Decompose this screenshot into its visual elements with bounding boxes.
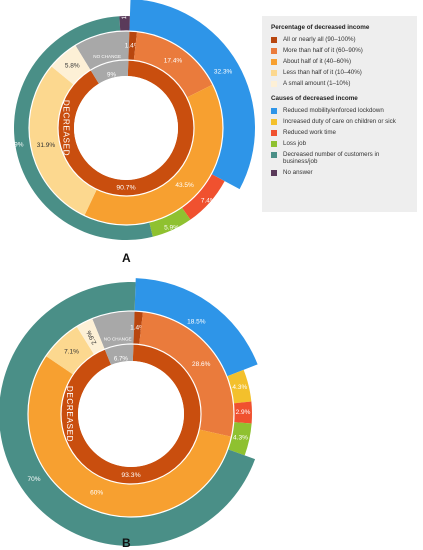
outer-ring-label: 5.9% [164,225,179,232]
legend-cause-swatch [271,151,277,158]
legend-cause-swatch [271,129,277,136]
middle-ring-label: 17.4% [164,57,183,64]
outer-ring-slice [149,207,191,237]
ring-separator [27,310,235,518]
legend-income-label: A small amount (1–10%) [283,80,351,87]
legend-cause-label: Decreased number of customers in busines… [283,151,380,166]
middle-ring-label: 1.4% [130,325,145,332]
middle-ring-slice [133,31,213,98]
legend-income-swatch [271,80,277,87]
legend: Percentage of decreased income All or ne… [262,16,417,212]
legend-cause-item: Reduced mobility/enforced lockdown [271,107,410,114]
legend-income-item: About half of it (40–60%) [271,58,410,65]
inner-ring-slice [104,343,134,365]
legend-income-list: All or nearly all (90–100%) More than hal… [271,36,410,87]
legend-income-label: About half of it (40–60%) [283,58,352,65]
legend-cause-item: Loss job [271,140,410,147]
chart-b: 1.4%28.6%60%7.1%2.9%18.5%4.3%2.9%4.3%70%… [0,278,258,546]
ring-separator [60,343,202,485]
legend-cause-title: Causes of decreased income [271,95,358,102]
legend-cause-label: Reduced work time [283,129,336,136]
legend-income-swatch [271,36,277,43]
center-hole [74,76,178,180]
middle-ring-slice [139,311,234,437]
legend-income-item: All or nearly all (90–100%) [271,36,410,43]
middle-ring-slice [84,84,223,226]
ring-separator [28,30,224,226]
middle-ring-label: 5.8% [65,63,80,70]
outer-ring-label: 32.3% [214,69,233,76]
legend-cause-swatch [271,169,277,176]
middle-ring-label: 7.1% [64,348,79,355]
outer-ring-slice [227,422,252,456]
no-change-slice [92,311,135,350]
middle-ring-slice [45,326,95,375]
legend-income-swatch [271,47,277,54]
legend-cause-item: Increased duty of care on children or si… [271,118,410,125]
outer-ring-label: 4.3% [233,434,248,441]
outer-ring-label: 70% [27,476,40,483]
decreased-value: 93.3% [121,472,140,479]
legend-income-item: More than half of it (60–90%) [271,47,410,54]
chart-a: 1.4% 17.4% 43.5% 31.9% 5.8% 32.3% 7.4% 5.9% 52.9… [5,0,255,240]
middle-ring-slice [133,311,144,345]
decreased-value: 90.7% [116,185,135,192]
legend-income-label: All or nearly all (90–100%) [283,36,356,43]
outer-ring-label: 1.5% [121,4,128,19]
outer-ring-label: 18.5% [187,318,206,325]
legend-income-label: More than half of it (60–90%) [283,47,363,54]
middle-ring-slice [27,355,232,517]
legend-cause-item: Decreased number of customers in busines… [271,151,410,166]
outer-ring-slice [134,278,258,377]
legend-income-label: Less than half of it (10–40%) [283,69,362,76]
decreased-label: DECREASED [62,100,71,156]
middle-ring-label: 28.6% [192,361,211,368]
legend-income-swatch [271,69,277,76]
middle-ring-slice [76,318,105,355]
legend-cause-label: No answer [283,169,313,177]
legend-cause-swatch [271,140,277,147]
legend-cause-list: Reduced mobility/enforced lockdown Increa… [271,107,410,177]
outer-ring-label: 2.9% [236,409,251,416]
outer-ring-slice [233,401,252,424]
outer-ring-slice [181,173,225,220]
outer-ring-label: 7.4% [201,198,216,205]
legend-cause-label: Reduced mobility/enforced lockdown [283,107,384,114]
no-change-value: 9% [107,71,116,78]
legend-cause-item: No answer [271,169,410,176]
legend-cause-swatch [271,107,277,114]
legend-cause-item: Reduced work time [271,129,410,136]
middle-ring-label: 31.9% [37,142,56,149]
legend-income-swatch [271,58,277,65]
outer-ring-slice [226,369,252,404]
panel-label-b: B [122,536,131,550]
center-hole [78,361,184,467]
legend-income-item: Less than half of it (10–40%) [271,69,410,76]
middle-ring-label: 60% [90,489,103,496]
legend-income-item: A small amount (1–10%) [271,80,410,87]
legend-income-title: Percentage of decreased income [271,24,370,31]
ring-separator [57,59,195,197]
panel-label-a: A [122,251,131,265]
middle-ring-label: 43.5% [175,182,194,189]
outer-ring-slice [119,16,130,32]
middle-ring-label: 1.4% [125,43,140,50]
middle-ring-slice [128,31,138,61]
legend-cause-label: Loss job [283,140,307,147]
no-change-label: NO CHANGE [104,337,132,342]
middle-ring-slice [51,45,91,85]
no-change-label: NO CHANGE [93,54,121,59]
inner-ring-slice [90,60,129,84]
no-change-value: 6.7% [114,355,129,362]
decreased-label: DECREASED [65,386,74,442]
outer-ring-label: 52.9% [5,141,24,148]
legend-cause-label: Increased duty of care on children or si… [283,118,396,125]
outer-ring-slice [129,0,255,190]
legend-cause-swatch [271,118,277,125]
outer-ring-label: 4.3% [232,384,247,391]
